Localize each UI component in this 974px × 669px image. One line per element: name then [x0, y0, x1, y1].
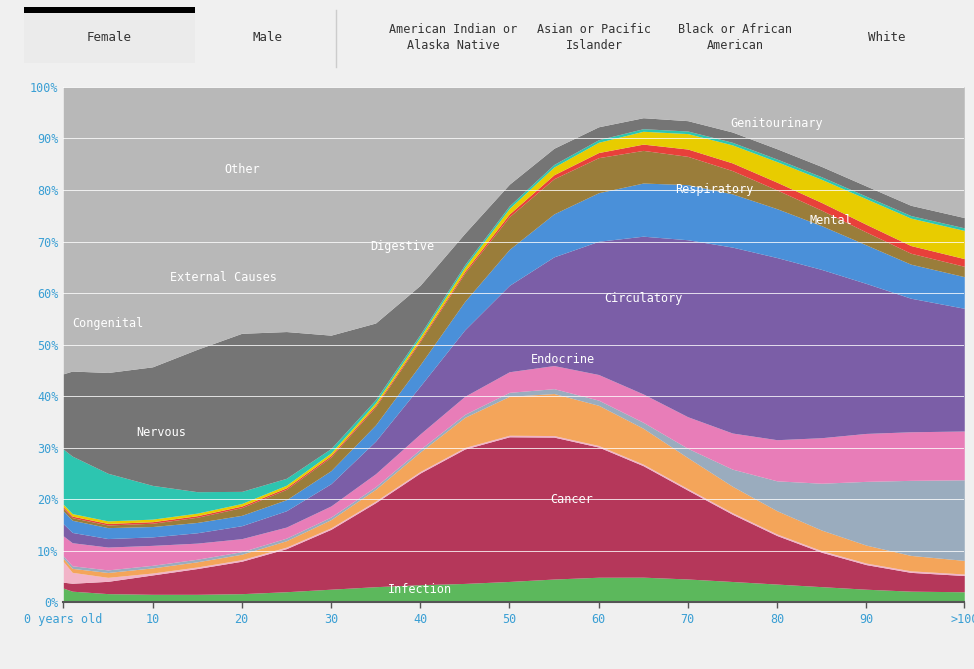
- FancyBboxPatch shape: [24, 7, 195, 13]
- Text: Circulatory: Circulatory: [604, 292, 683, 304]
- Text: Genitourinary: Genitourinary: [730, 116, 823, 130]
- Text: Other: Other: [224, 163, 259, 176]
- Text: Mental: Mental: [809, 214, 852, 227]
- Text: Female: Female: [87, 31, 132, 44]
- Text: Nervous: Nervous: [136, 425, 186, 439]
- Text: Respiratory: Respiratory: [675, 183, 754, 197]
- Text: American Indian or
Alaska Native: American Indian or Alaska Native: [389, 23, 517, 52]
- Text: Black or African
American: Black or African American: [678, 23, 793, 52]
- Text: Congenital: Congenital: [72, 317, 143, 330]
- Text: Infection: Infection: [388, 583, 452, 595]
- Text: Endocrine: Endocrine: [531, 353, 595, 367]
- Text: Asian or Pacific
Islander: Asian or Pacific Islander: [537, 23, 652, 52]
- Text: External Causes: External Causes: [170, 271, 278, 284]
- Text: Cancer: Cancer: [550, 492, 593, 506]
- FancyBboxPatch shape: [24, 13, 195, 63]
- Text: Digestive: Digestive: [370, 240, 434, 253]
- Text: Male: Male: [253, 31, 282, 44]
- Text: White: White: [868, 31, 905, 44]
